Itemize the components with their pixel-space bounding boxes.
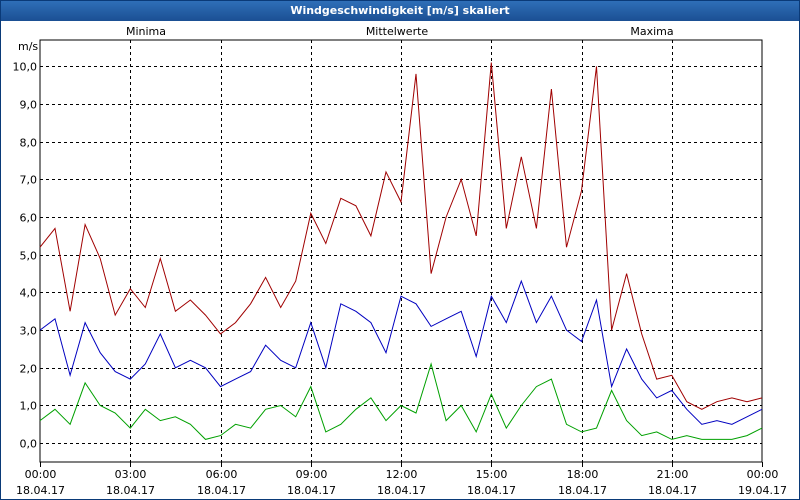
x-tick-time: 18:00 [567,468,599,481]
legend-minima: Minima [126,25,166,38]
x-tick-time: 06:00 [206,468,238,481]
x-tick-time: 09:00 [296,468,328,481]
series-line-maxima [39,62,763,410]
x-tick-time: 12:00 [386,468,418,481]
y-tick-label: 6,0 [20,212,38,225]
x-tick-date: 18.04.17 [197,484,246,497]
x-tick-date: 18.04.17 [106,484,155,497]
x-tick-time: 00:00 [25,468,57,481]
x-tick-time: 15:00 [476,468,508,481]
y-axis-label: m/s [18,40,38,53]
x-tick-date: 18.04.17 [648,484,697,497]
x-tick-time: 00:00 [747,468,779,481]
y-tick-label: 4,0 [20,287,38,300]
y-tick-label: 1,0 [20,400,38,413]
x-tick-time: 03:00 [115,468,147,481]
chart-title: Windgeschwindigkeit [m/s] skaliert [1,1,799,21]
y-tick-label: 5,0 [20,250,38,263]
series-line-minima [39,362,763,440]
x-tick-date: 18.04.17 [287,484,336,497]
y-tick-label: 7,0 [20,174,38,187]
y-tick-label: 3,0 [20,325,38,338]
x-tick-date: 19.04.17 [738,484,787,497]
y-tick-label: 8,0 [20,137,38,150]
y-tick-label: 2,0 [20,363,38,376]
x-tick-date: 18.04.17 [16,484,65,497]
legend-maxima: Maxima [630,25,673,38]
legend-mittelwerte: Mittelwerte [366,25,429,38]
y-tick-label: 10,0 [13,61,38,74]
x-tick-time: 21:00 [657,468,689,481]
x-tick-date: 18.04.17 [377,484,426,497]
x-tick-date: 18.04.17 [467,484,516,497]
y-tick-label: 9,0 [20,99,38,112]
series-line-mittelwerte [39,279,763,425]
x-tick-date: 18.04.17 [558,484,607,497]
y-tick-label: 0,0 [20,438,38,451]
